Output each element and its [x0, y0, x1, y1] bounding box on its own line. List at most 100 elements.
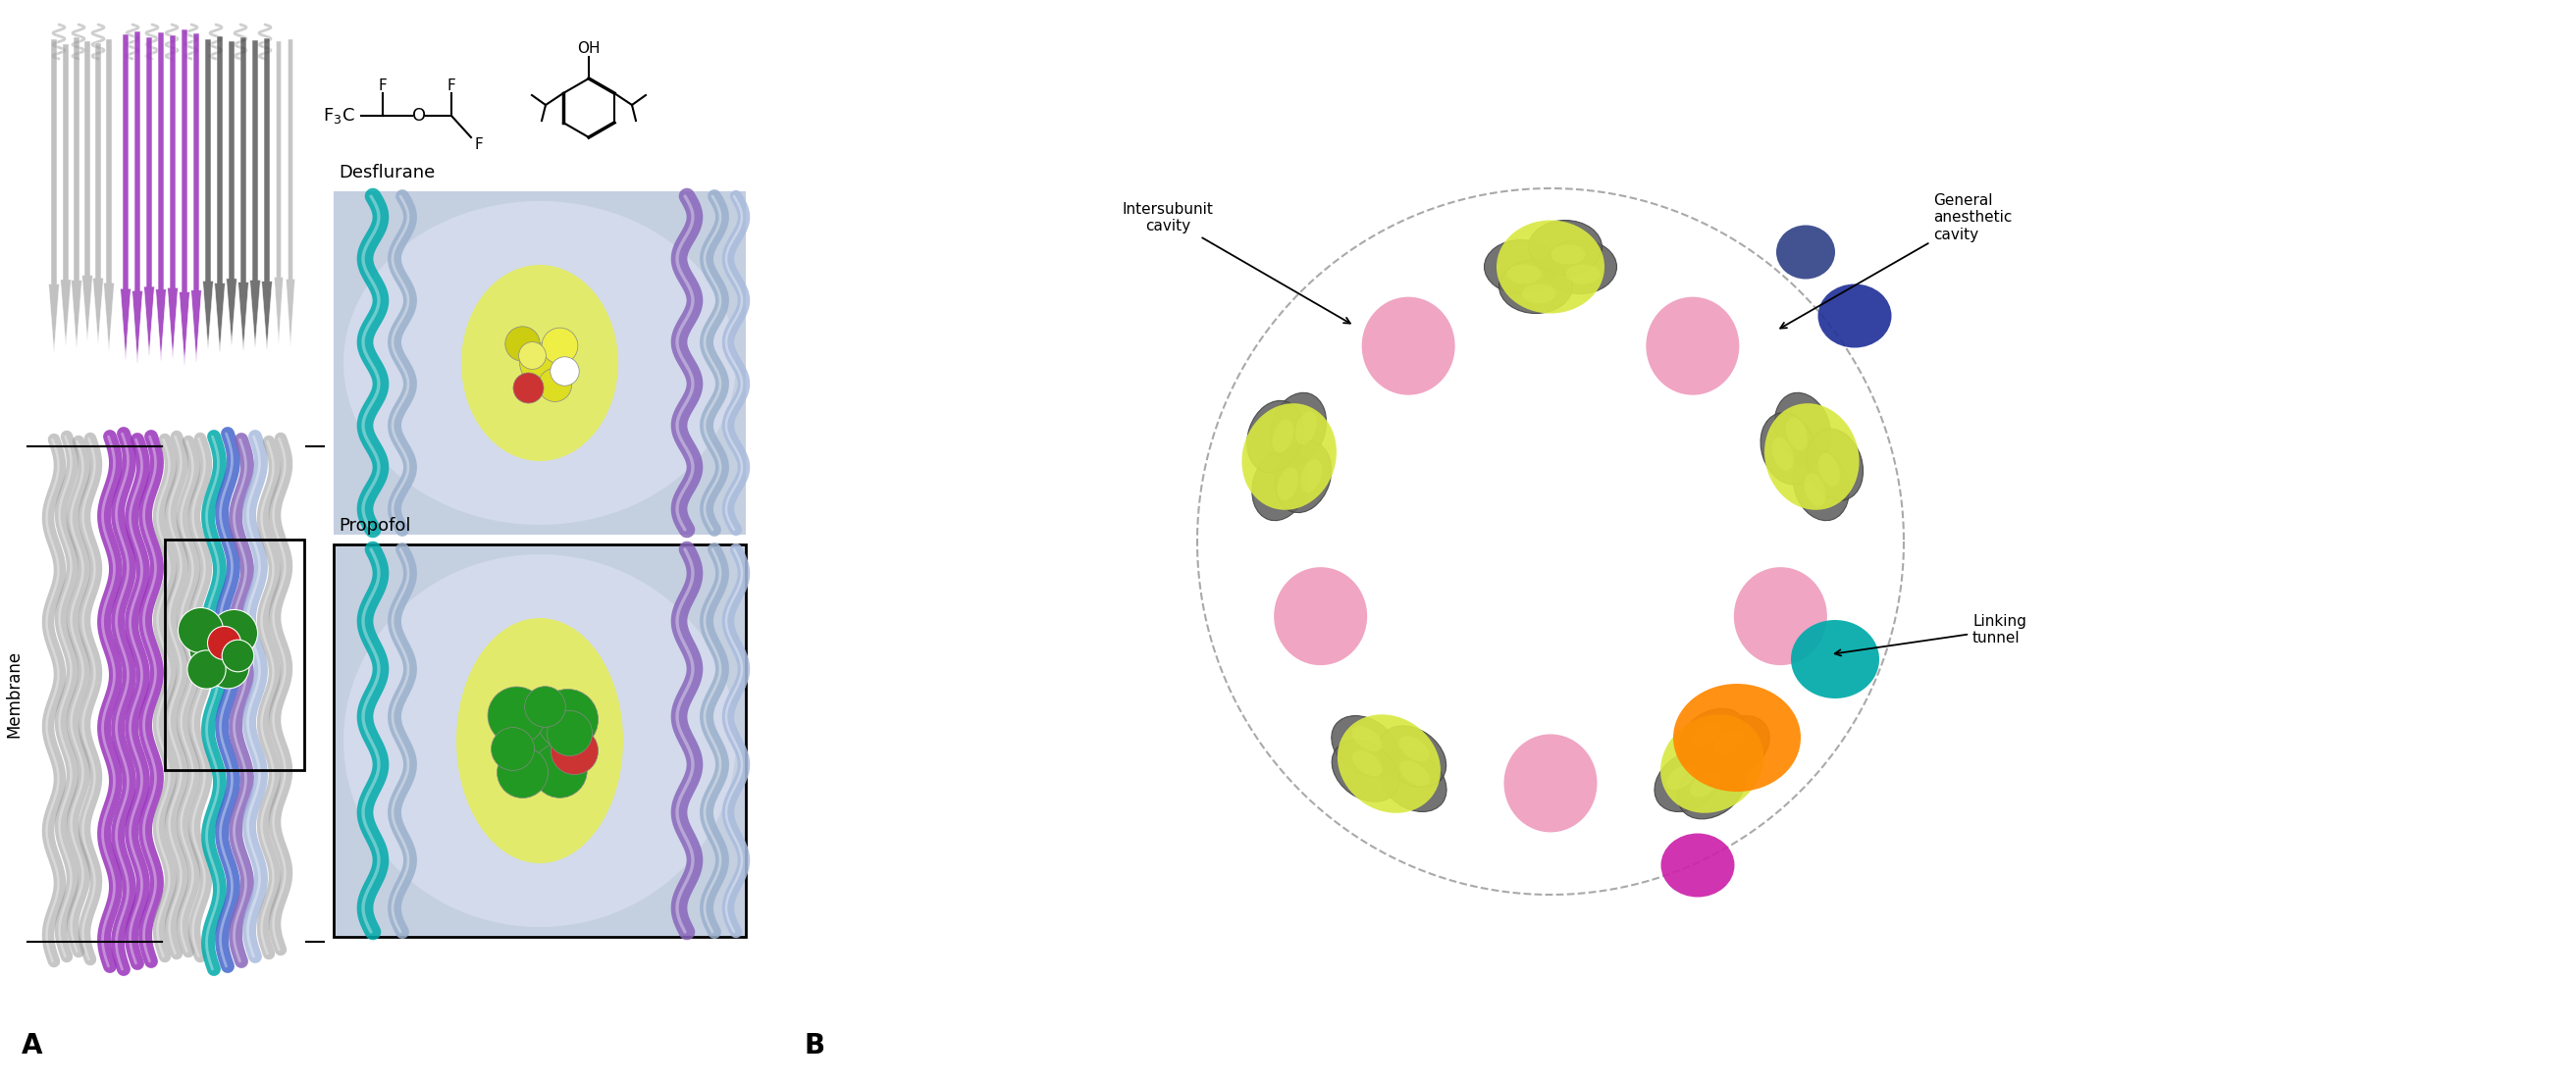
Text: B: B: [804, 1032, 824, 1059]
Point: [549, 724, 590, 741]
Ellipse shape: [1332, 740, 1399, 802]
Text: Intersubunit
cavity: Intersubunit cavity: [1123, 202, 1350, 323]
Bar: [335, 544, 747, 937]
Ellipse shape: [1332, 715, 1399, 777]
Text: F: F: [379, 79, 386, 93]
FancyArrow shape: [103, 39, 113, 351]
Ellipse shape: [1296, 411, 1316, 444]
Point: [216, 647, 258, 664]
Ellipse shape: [1378, 750, 1448, 812]
Text: Linking
tunnel: Linking tunnel: [1834, 614, 2027, 656]
Point: [544, 362, 585, 379]
Text: Desflurane: Desflurane: [337, 164, 435, 181]
Ellipse shape: [1301, 460, 1321, 492]
Point: [196, 638, 237, 656]
Bar: [165, 540, 304, 770]
Ellipse shape: [1352, 750, 1383, 776]
Ellipse shape: [1654, 750, 1721, 812]
Ellipse shape: [1777, 225, 1834, 279]
Point: [492, 739, 533, 757]
Ellipse shape: [1399, 761, 1430, 786]
Text: Propofol: Propofol: [337, 517, 410, 534]
Bar: [335, 191, 747, 534]
Ellipse shape: [1522, 284, 1556, 304]
Ellipse shape: [343, 554, 737, 927]
Ellipse shape: [1273, 420, 1293, 452]
FancyArrow shape: [155, 33, 167, 361]
Ellipse shape: [1703, 715, 1770, 777]
Point: [510, 347, 551, 364]
FancyArrow shape: [204, 39, 214, 349]
Ellipse shape: [1543, 240, 1618, 294]
FancyArrow shape: [227, 41, 237, 346]
FancyArrow shape: [121, 35, 131, 360]
Text: O: O: [412, 107, 425, 125]
Ellipse shape: [1790, 620, 1880, 698]
Point: [546, 710, 587, 727]
Ellipse shape: [1734, 567, 1826, 666]
Ellipse shape: [1793, 449, 1850, 520]
Ellipse shape: [1378, 726, 1445, 787]
Ellipse shape: [1497, 220, 1605, 313]
Ellipse shape: [1662, 714, 1765, 813]
Ellipse shape: [1484, 240, 1558, 294]
Ellipse shape: [1278, 467, 1298, 501]
Ellipse shape: [1528, 220, 1602, 274]
Ellipse shape: [1363, 297, 1455, 395]
Ellipse shape: [1680, 709, 1747, 770]
Ellipse shape: [1566, 264, 1600, 284]
Point: [554, 741, 595, 759]
Ellipse shape: [1690, 772, 1721, 797]
FancyArrow shape: [49, 39, 59, 353]
Ellipse shape: [461, 264, 618, 461]
Text: A: A: [21, 1032, 44, 1059]
Point: [533, 376, 574, 393]
Ellipse shape: [1667, 764, 1698, 790]
Text: F: F: [474, 138, 484, 153]
Ellipse shape: [1646, 297, 1739, 395]
Point: [502, 763, 544, 780]
FancyArrow shape: [214, 36, 224, 352]
Point: [502, 335, 544, 352]
Ellipse shape: [1713, 730, 1744, 756]
Point: [204, 634, 245, 651]
Ellipse shape: [1819, 284, 1891, 348]
Ellipse shape: [1337, 714, 1440, 813]
Ellipse shape: [1499, 259, 1571, 313]
Ellipse shape: [1775, 392, 1832, 465]
Ellipse shape: [1690, 722, 1721, 748]
FancyArrow shape: [180, 29, 191, 365]
Point: [523, 698, 564, 715]
FancyArrow shape: [72, 37, 82, 349]
Ellipse shape: [1662, 834, 1734, 898]
Text: F: F: [448, 79, 456, 93]
Point: [520, 732, 562, 749]
Ellipse shape: [1785, 417, 1808, 450]
Ellipse shape: [1674, 684, 1801, 791]
Point: [538, 761, 580, 778]
Text: General
anesthetic
cavity: General anesthetic cavity: [1780, 193, 2012, 328]
Point: [495, 707, 536, 724]
Ellipse shape: [1252, 449, 1309, 520]
Point: [180, 621, 222, 638]
Ellipse shape: [1772, 437, 1793, 470]
Text: Membrane: Membrane: [5, 650, 23, 738]
Ellipse shape: [1504, 734, 1597, 833]
FancyArrow shape: [191, 34, 201, 362]
Ellipse shape: [1677, 758, 1747, 820]
Ellipse shape: [1765, 403, 1860, 509]
FancyArrow shape: [250, 40, 260, 348]
Ellipse shape: [1507, 264, 1540, 284]
Text: $\mathsf{F_3C}$: $\mathsf{F_3C}$: [322, 106, 355, 126]
Point: [520, 354, 562, 372]
Point: [538, 337, 580, 354]
Ellipse shape: [1759, 413, 1816, 485]
FancyArrow shape: [59, 44, 72, 346]
Point: [185, 660, 227, 678]
Ellipse shape: [1551, 245, 1584, 264]
Ellipse shape: [1275, 441, 1332, 513]
FancyArrow shape: [286, 39, 294, 347]
Ellipse shape: [1270, 392, 1327, 465]
Ellipse shape: [456, 618, 623, 863]
Point: [507, 378, 549, 396]
